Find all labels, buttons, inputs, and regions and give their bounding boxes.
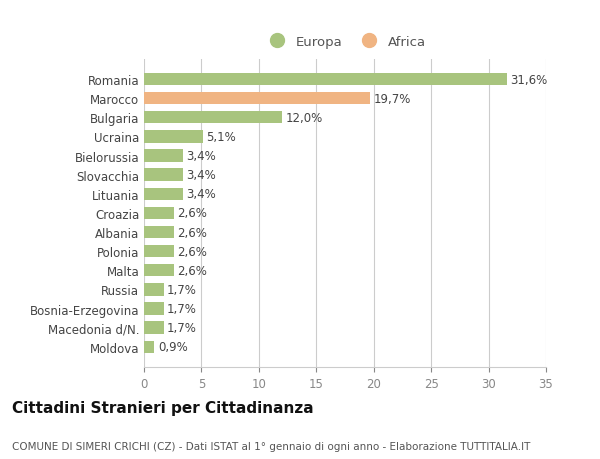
Text: COMUNE DI SIMERI CRICHI (CZ) - Dati ISTAT al 1° gennaio di ogni anno - Elaborazi: COMUNE DI SIMERI CRICHI (CZ) - Dati ISTA… (12, 441, 530, 451)
Bar (144, 150, 183, 162)
Bar (144, 322, 164, 334)
Text: 31,6%: 31,6% (511, 73, 548, 86)
Bar (144, 188, 183, 201)
Bar (144, 207, 174, 220)
Bar (144, 73, 507, 86)
Bar (144, 302, 164, 315)
Bar (144, 131, 203, 143)
Text: 1,7%: 1,7% (167, 321, 197, 335)
Text: 2,6%: 2,6% (178, 245, 207, 258)
Text: 2,6%: 2,6% (178, 264, 207, 277)
Text: 0,9%: 0,9% (158, 341, 188, 353)
Text: 12,0%: 12,0% (285, 112, 323, 124)
Text: 5,1%: 5,1% (206, 131, 236, 144)
Text: 1,7%: 1,7% (167, 283, 197, 296)
Bar (144, 226, 174, 239)
Text: 19,7%: 19,7% (374, 92, 411, 106)
Bar (144, 264, 174, 277)
Text: 3,4%: 3,4% (187, 188, 216, 201)
Text: Cittadini Stranieri per Cittadinanza: Cittadini Stranieri per Cittadinanza (12, 400, 314, 415)
Bar (144, 93, 370, 105)
Bar (144, 112, 282, 124)
Legend: Europa, Africa: Europa, Africa (264, 35, 426, 49)
Bar (144, 341, 154, 353)
Bar (144, 169, 183, 181)
Text: 1,7%: 1,7% (167, 302, 197, 315)
Text: 3,4%: 3,4% (187, 150, 216, 162)
Text: 2,6%: 2,6% (178, 207, 207, 220)
Text: 2,6%: 2,6% (178, 226, 207, 239)
Bar (144, 284, 164, 296)
Text: 3,4%: 3,4% (187, 169, 216, 182)
Bar (144, 246, 174, 258)
